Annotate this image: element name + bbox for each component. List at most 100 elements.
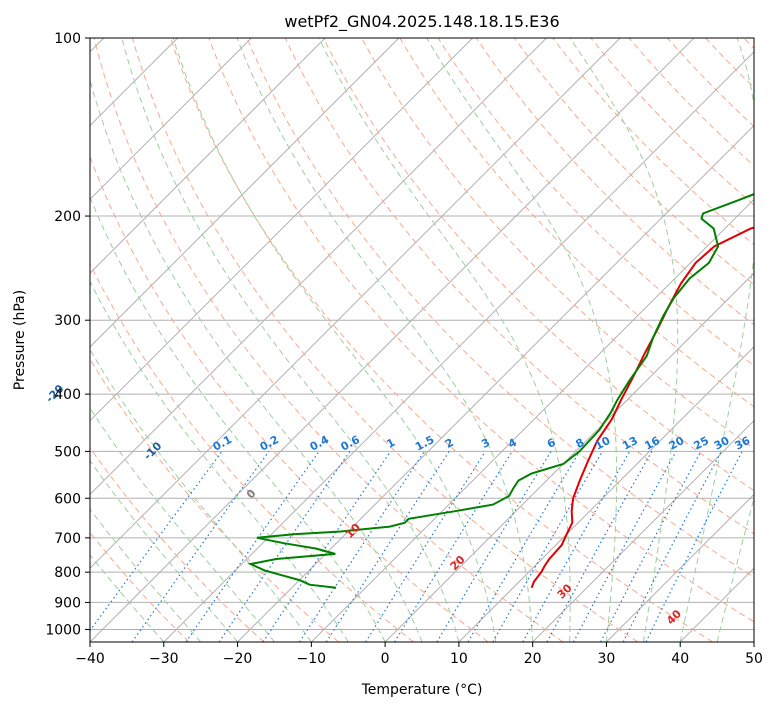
mixing-ratio-label: 0.2 — [258, 433, 281, 454]
y-tick-label: 100 — [54, 31, 81, 47]
moist-adiabat-line — [569, 38, 679, 642]
moist-adiabat-line — [90, 348, 312, 642]
mixing-ratio-line — [325, 451, 450, 642]
chart-title: wetPf2_GN04.2025.148.18.15.E36 — [284, 12, 559, 32]
x-axis-label: Temperature (°C) — [361, 682, 483, 698]
dry-adiabat-line — [361, 38, 754, 450]
dry-adiabat-line — [322, 38, 754, 492]
moist-adiabat-line — [90, 407, 275, 642]
mixing-ratio-line — [365, 451, 486, 642]
x-tick-label: −10 — [297, 651, 327, 667]
dry-adiabat-line — [666, 38, 754, 128]
moist-adiabat-line — [318, 38, 571, 642]
mixing-ratio-line — [90, 451, 223, 632]
dry-adiabat-line — [437, 38, 754, 367]
dry-adiabat-line — [246, 38, 754, 578]
y-tick-label: 900 — [54, 595, 81, 611]
mixing-ratio-line — [262, 451, 392, 642]
dry-adiabat-line — [93, 38, 564, 642]
mixing-ratio-label: 30 — [712, 434, 732, 453]
isotherm-line — [90, 38, 695, 642]
dry-adiabat-line — [590, 38, 754, 206]
dry-adiabat-line — [399, 38, 754, 408]
mixing-ratio-label: 10 — [593, 434, 613, 453]
moist-adiabat-line — [90, 280, 349, 642]
isotherm-gridlines — [90, 38, 754, 642]
x-tick-label: 50 — [745, 651, 763, 667]
isotherm-line — [163, 51, 754, 642]
mixing-ratio-label: 13 — [620, 434, 640, 453]
dry-adiabat-line — [475, 38, 754, 326]
y-tick-label: 1000 — [45, 622, 81, 638]
mixing-ratio-label: 4 — [506, 436, 519, 451]
dry-adiabat-line — [90, 262, 414, 642]
isotherm-line — [90, 38, 474, 422]
isotherm-line — [384, 272, 754, 642]
moist-adiabat-line — [121, 38, 460, 642]
mixing-ratio-label: 16 — [642, 434, 662, 453]
moist-adiabat-line — [90, 508, 202, 642]
isotherm-line — [310, 198, 754, 642]
isotherm-line — [90, 38, 326, 274]
mixing-ratio-line — [131, 451, 270, 642]
moist-adiabat-line — [90, 554, 165, 642]
y-tick-label: 800 — [54, 565, 81, 581]
mixing-ratio-label: 1.5 — [413, 433, 436, 454]
isotherm-line — [90, 38, 547, 496]
isotherm-line — [753, 641, 754, 642]
x-tick-label: 10 — [450, 651, 468, 667]
x-tick-label: 20 — [524, 651, 542, 667]
x-axis: −40 −30 −20 −10 0 10 20 30 40 50 — [75, 642, 763, 667]
mixing-ratio-line — [572, 451, 677, 642]
moist-adiabat-line — [679, 38, 754, 642]
moist-adiabat-line — [753, 639, 754, 642]
y-tick-label: 300 — [54, 313, 81, 329]
dry-adiabat-line — [743, 38, 754, 50]
mixing-ratio-line — [546, 451, 653, 642]
dry-adiabats — [90, 38, 754, 642]
moist-adiabat-line — [90, 78, 423, 642]
isotherm-line — [237, 124, 754, 642]
moist-adiabat-line — [172, 38, 497, 642]
mixing-ratio-line — [492, 451, 603, 642]
isotherm-line — [90, 38, 252, 201]
y-tick-label: 200 — [54, 209, 81, 225]
x-tick-label: −20 — [223, 651, 253, 667]
dry-adiabat-line — [514, 38, 754, 286]
mixing-ratio-label: 20 — [667, 434, 687, 453]
mixing-ratio-line — [600, 451, 702, 642]
y-tick-label: 700 — [54, 531, 81, 547]
dry-adiabat-label: 40 — [664, 607, 684, 627]
mixing-ratio-line — [522, 451, 631, 642]
moist-adiabat-line — [236, 38, 534, 642]
mixing-ratio-lines — [90, 451, 743, 642]
dry-adiabat-line — [90, 358, 339, 642]
mixing-ratio-label: 6 — [545, 436, 558, 451]
x-tick-label: −30 — [149, 651, 179, 667]
moist-adiabat-line — [716, 496, 754, 642]
mixing-ratio-line — [394, 451, 513, 642]
moist-adiabat-line — [90, 459, 238, 642]
dry-adiabat-label: -10 — [141, 439, 164, 462]
isotherm-line — [532, 419, 754, 642]
mixing-ratio-label: 0.1 — [211, 433, 234, 454]
mixing-ratio-line — [218, 451, 351, 642]
isotherm-line — [458, 346, 754, 642]
y-axis-label: Pressure (hPa) — [12, 290, 28, 390]
moist-adiabat-line — [426, 38, 618, 642]
x-tick-label: 30 — [598, 651, 616, 667]
y-tick-label: 400 — [54, 387, 81, 403]
x-tick-label: 40 — [671, 651, 689, 667]
mixing-ratio-line — [436, 451, 552, 642]
x-tick-label: −40 — [75, 651, 105, 667]
mixing-ratio-line — [467, 451, 581, 642]
dry-adiabat-line — [208, 38, 754, 623]
isotherm-line — [90, 38, 400, 348]
dry-adiabat-line — [628, 38, 754, 167]
isotherm-line — [606, 493, 754, 642]
plot-area — [90, 38, 754, 642]
dry-adiabat-line — [131, 38, 639, 642]
moist-adiabats — [90, 38, 754, 642]
dry-adiabat-line — [90, 155, 489, 642]
